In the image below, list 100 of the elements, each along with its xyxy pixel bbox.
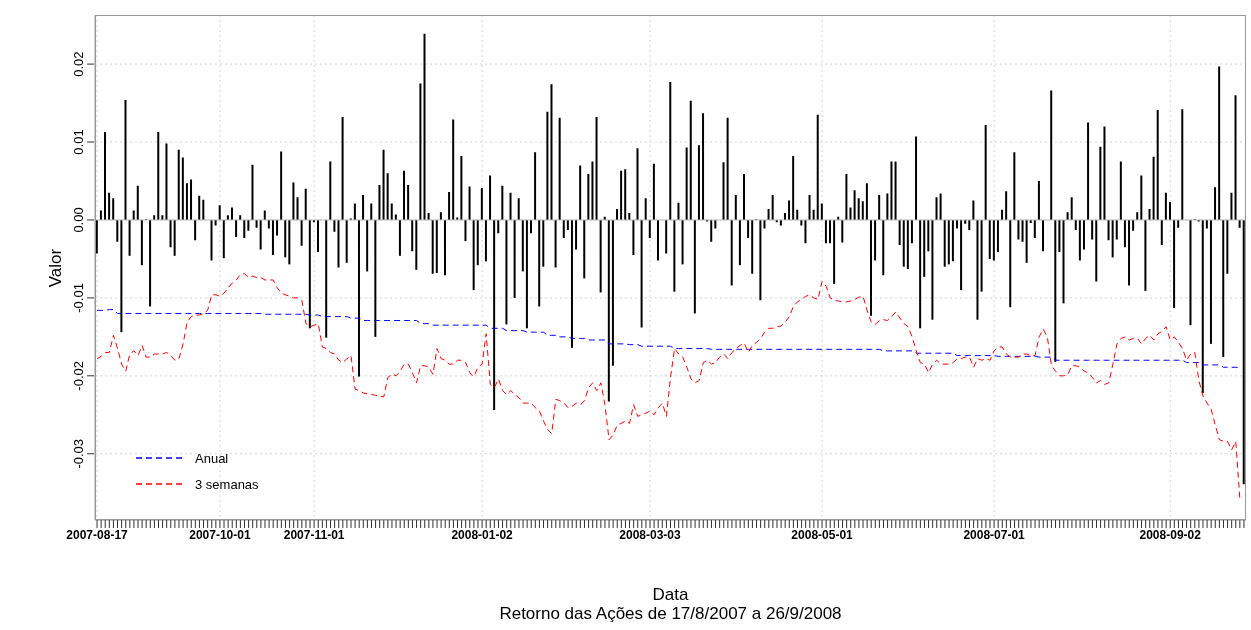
bar xyxy=(1009,219,1012,308)
bar xyxy=(190,179,193,220)
bar xyxy=(202,199,205,220)
bar xyxy=(710,219,713,242)
bar xyxy=(235,219,238,238)
bar xyxy=(681,219,684,265)
x-tick-label: 2007-10-01 xyxy=(189,527,251,542)
bar xyxy=(366,219,369,272)
bar xyxy=(525,219,528,329)
bar xyxy=(546,111,549,220)
bar xyxy=(534,152,537,220)
bar xyxy=(112,198,115,220)
bar xyxy=(636,148,639,220)
bar xyxy=(1050,90,1053,220)
bar xyxy=(808,195,811,220)
bar xyxy=(243,219,246,238)
bar xyxy=(280,151,283,220)
bar xyxy=(865,183,868,220)
bar xyxy=(673,219,676,292)
bar xyxy=(1082,219,1085,250)
bar xyxy=(722,162,725,220)
bar xyxy=(452,119,455,220)
bar xyxy=(480,188,483,220)
bar xyxy=(120,219,123,333)
bar xyxy=(104,131,107,220)
bar xyxy=(583,219,586,279)
bar xyxy=(378,184,381,220)
bar xyxy=(968,219,971,231)
bar xyxy=(1230,192,1233,220)
bar xyxy=(460,156,463,220)
bar xyxy=(1111,219,1114,258)
bar xyxy=(169,219,172,248)
bar xyxy=(1209,219,1212,344)
bar xyxy=(792,156,795,220)
legend-label: 3 semanas xyxy=(195,476,259,492)
bar xyxy=(1021,219,1024,242)
bar xyxy=(910,219,913,244)
bar xyxy=(419,83,422,220)
bar xyxy=(677,202,680,220)
bar xyxy=(824,219,827,244)
bar xyxy=(587,173,590,220)
bar xyxy=(849,207,852,220)
bar xyxy=(140,219,143,266)
bar xyxy=(1099,146,1102,220)
bar xyxy=(108,192,111,220)
x-axis-title: Data xyxy=(651,585,690,605)
bar xyxy=(579,165,582,220)
bar xyxy=(308,219,311,329)
bar xyxy=(304,188,307,220)
bar xyxy=(317,219,320,252)
bar xyxy=(1062,219,1065,304)
bar xyxy=(833,219,836,284)
bar xyxy=(251,164,254,220)
bar xyxy=(816,114,819,220)
bar xyxy=(656,219,659,261)
bar xyxy=(1189,219,1192,326)
y-tick-label: 0.02 xyxy=(71,51,86,77)
bar xyxy=(468,186,471,220)
bar xyxy=(1103,126,1106,220)
bar xyxy=(669,82,672,220)
bar xyxy=(497,219,500,234)
bar xyxy=(435,219,438,273)
bar xyxy=(149,219,152,307)
bar xyxy=(1001,209,1004,220)
bar xyxy=(165,143,168,220)
bar xyxy=(632,219,635,256)
y-tick-label: 0.00 xyxy=(71,207,86,233)
bar xyxy=(1054,219,1057,362)
bar xyxy=(1148,209,1151,220)
bar xyxy=(1156,110,1159,220)
bar xyxy=(1107,219,1110,241)
bar xyxy=(218,205,221,220)
bar xyxy=(530,219,532,234)
bar xyxy=(1152,156,1155,220)
bar xyxy=(124,99,127,220)
bar xyxy=(509,192,512,220)
bar xyxy=(382,149,385,220)
bar xyxy=(329,161,332,220)
bar xyxy=(697,145,700,220)
bar xyxy=(173,219,176,256)
bar xyxy=(771,195,774,220)
bar xyxy=(853,190,856,220)
bar xyxy=(501,185,504,220)
bar xyxy=(353,203,356,220)
bar xyxy=(116,219,119,242)
bar xyxy=(702,113,705,220)
bar xyxy=(599,219,602,293)
bar xyxy=(1074,219,1077,231)
bar xyxy=(890,161,893,220)
bar xyxy=(640,219,643,328)
bar xyxy=(1214,187,1217,220)
bar xyxy=(759,219,762,301)
bar xyxy=(1013,152,1016,220)
bar xyxy=(1181,109,1184,220)
bar xyxy=(333,219,336,232)
bar xyxy=(1234,95,1237,220)
bar xyxy=(976,219,979,320)
bar xyxy=(542,219,545,267)
bar xyxy=(996,219,999,252)
bar xyxy=(517,198,520,220)
